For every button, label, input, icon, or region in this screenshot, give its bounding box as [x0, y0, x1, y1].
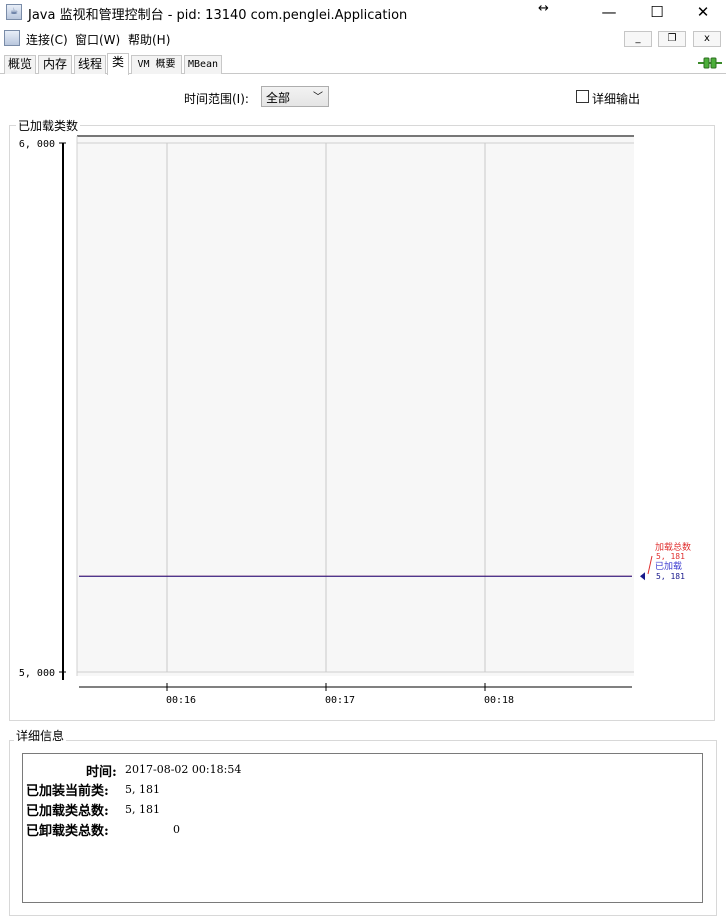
tab-mbean[interactable]: MBean — [184, 55, 222, 74]
title-bar: ☕ Java 监视和管理控制台 - pid: 13140 com.penglei… — [0, 0, 726, 26]
detail-current-loaded-label: 已加装当前类: — [26, 784, 109, 799]
time-range-value: 全部 — [266, 91, 291, 105]
detail-total-unloaded-value: 0 — [173, 823, 180, 836]
menu-help[interactable]: 帮助(H) — [128, 33, 171, 47]
frame-minimize-button[interactable]: _ — [624, 31, 652, 47]
time-range-select[interactable]: 全部 ﹀ — [261, 86, 329, 107]
tab-vm-summary[interactable]: VM 概要 — [131, 55, 182, 74]
detail-total-loaded-value: 5, 181 — [125, 803, 160, 816]
menu-window[interactable]: 窗口(W) — [75, 33, 121, 47]
detail-time-label: 时间: — [86, 765, 117, 780]
detail-output-checkbox[interactable] — [576, 90, 589, 103]
chart-panel-title: 已加载类数 — [16, 117, 81, 134]
detail-total-loaded-label: 已加载类总数: — [26, 804, 109, 819]
time-range-label: 时间范围(I): — [184, 92, 249, 106]
tab-bar: 概览 内存 线程 类 VM 概要 MBean — [0, 52, 726, 75]
detail-time-value: 2017-08-02 00:18:54 — [125, 763, 242, 776]
connection-status-icon — [698, 57, 722, 69]
details-panel-title: 详细信息 — [14, 727, 67, 744]
chevron-down-icon: ﹀ — [313, 92, 323, 103]
detail-current-loaded-value: 5, 181 — [125, 783, 160, 796]
window-title: Java 监视和管理控制台 - pid: 13140 com.penglei.A… — [28, 8, 408, 23]
frame-close-button[interactable]: x — [693, 31, 721, 47]
menu-connection[interactable]: 连接(C) — [26, 33, 68, 47]
tab-overview[interactable]: 概览 — [4, 55, 36, 74]
frame-restore-button[interactable]: ❐ — [658, 31, 686, 47]
internal-frame-icon[interactable] — [4, 30, 20, 46]
detail-output-label: 详细输出 — [592, 92, 641, 106]
detail-total-unloaded-label: 已卸载类总数: — [26, 824, 109, 839]
minimize-button[interactable]: — — [601, 3, 617, 21]
tab-threads[interactable]: 线程 — [74, 55, 106, 74]
java-app-icon: ☕ — [6, 4, 22, 20]
maximize-button[interactable]: ☐ — [650, 3, 664, 21]
tab-classes[interactable]: 类 — [107, 53, 129, 75]
tab-memory[interactable]: 内存 — [38, 55, 72, 74]
menu-bar: 连接(C) 窗口(W) 帮助(H) — [0, 27, 726, 49]
chart-panel — [9, 125, 715, 721]
close-button[interactable]: ✕ — [696, 3, 710, 21]
details-panel — [9, 740, 717, 916]
details-box — [22, 753, 703, 903]
resize-cursor-icon: ↔ — [538, 1, 549, 16]
